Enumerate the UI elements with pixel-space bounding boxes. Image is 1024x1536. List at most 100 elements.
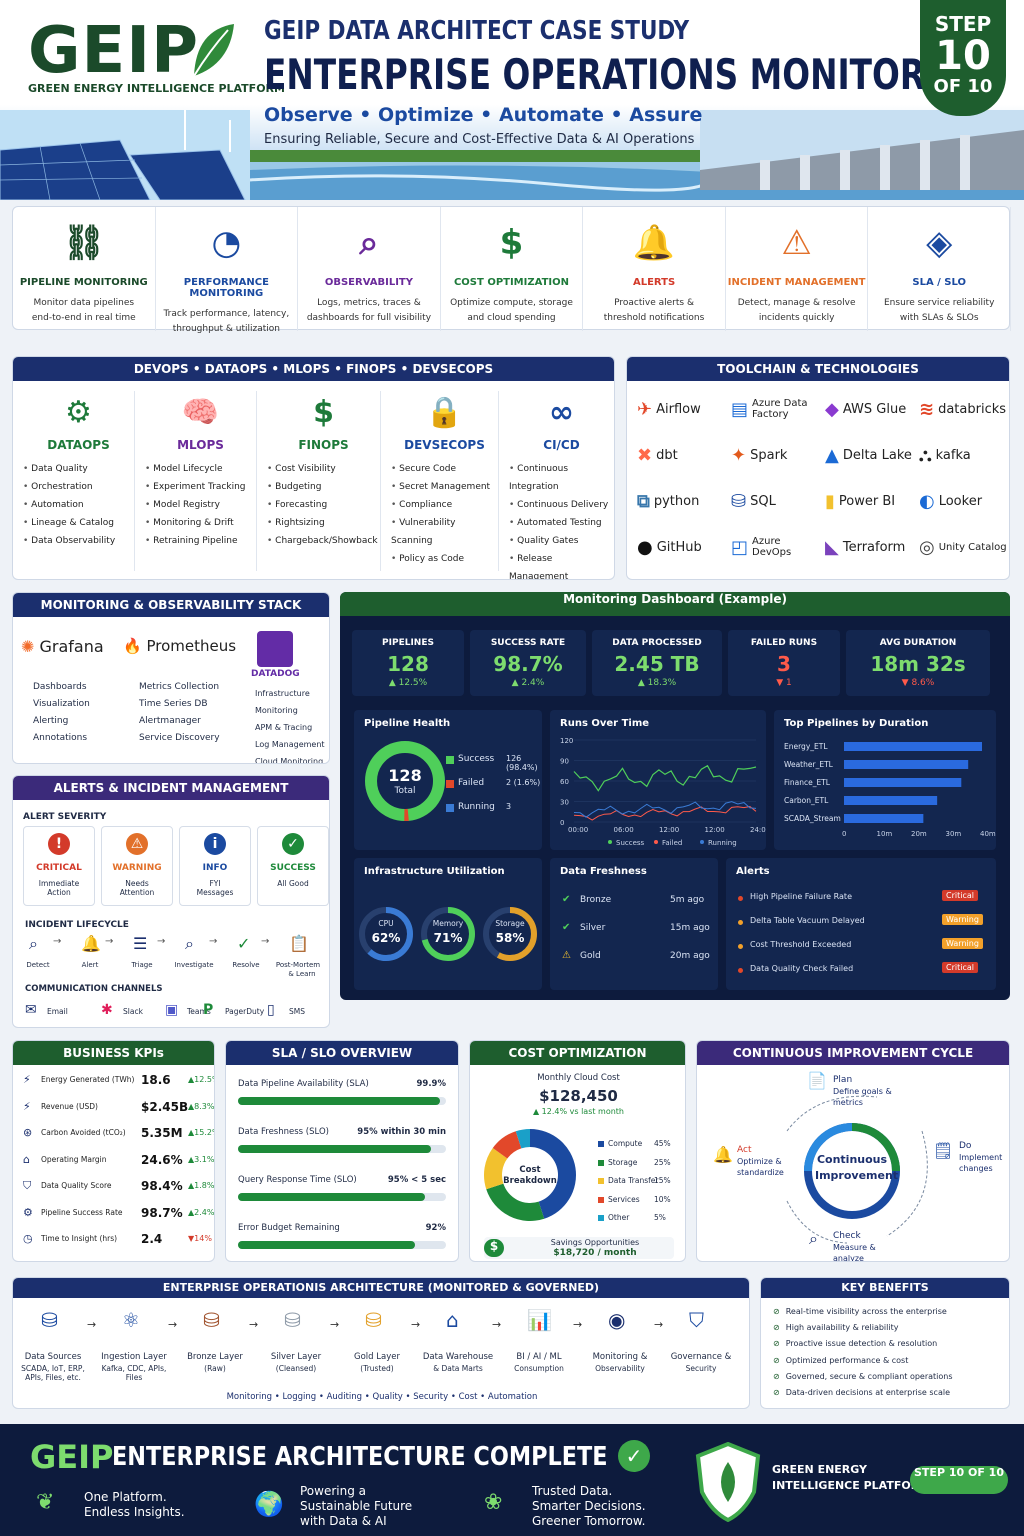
benefit-text: Optimized performance & cost xyxy=(785,1355,909,1365)
cost-legend-label: Storage xyxy=(608,1157,638,1167)
cycle-header: CONTINUOUS IMPROVEMENT CYCLE xyxy=(697,1041,1009,1065)
top-pipeline-name: Weather_ETL xyxy=(784,760,834,769)
pillar-icon-5: ⚠ xyxy=(781,223,812,263)
alert-badge: Warning xyxy=(942,938,983,949)
grafana-icon: ✺ xyxy=(21,637,35,656)
infra-label: Storage xyxy=(495,919,525,928)
health-swatch xyxy=(446,804,454,812)
kpi-change: ▲ 18.3% xyxy=(637,678,677,688)
benefit-text: Proactive issue detection & resolution xyxy=(785,1339,938,1349)
arch-node: Data Warehouse & Data Marts xyxy=(422,1352,494,1373)
tool-icon-12: ● xyxy=(637,536,653,558)
cost-legend-swatch xyxy=(598,1141,604,1147)
lifecycle-arrow: → xyxy=(157,936,166,947)
stack-feature: Time Series DB xyxy=(139,699,208,709)
arch-node: Governance & Security xyxy=(665,1352,737,1373)
severity-desc-2: Messages xyxy=(196,888,234,897)
top-pipeline-bar xyxy=(844,796,938,805)
top-x-tick: 0 xyxy=(842,830,846,838)
runs-legend-label: Running xyxy=(708,839,737,847)
plan-title: Plan xyxy=(833,1075,853,1085)
tool-label: python xyxy=(653,493,700,509)
devops-item: Automation xyxy=(23,496,134,514)
kpi-value: 2.45 TB xyxy=(614,652,700,676)
alert-dot xyxy=(738,896,743,901)
tool-spark: ✦ Spark xyxy=(731,435,821,475)
infra-title: Infrastructure Utilization xyxy=(364,866,505,877)
arch-arrow: → xyxy=(330,1318,340,1331)
tool-label: Looker xyxy=(938,493,983,509)
act-title: Act xyxy=(737,1145,752,1155)
sla-metric: Error Budget Remaining xyxy=(238,1223,340,1233)
savings-value: $18,720 / month xyxy=(553,1248,637,1258)
devops-item: Rightsizing xyxy=(267,514,380,532)
severity-desc-1: All Good xyxy=(277,879,309,888)
biz-icon-0: ⚡ xyxy=(23,1073,31,1086)
health-value: 2 (1.6%) xyxy=(506,778,541,787)
severity-desc-1: FYI xyxy=(209,879,221,888)
devops-item: Policy as Code xyxy=(391,550,498,568)
devops-item: Lineage & Catalog xyxy=(23,514,134,532)
health-total-label: Total xyxy=(394,786,416,796)
pillar-icon-4: 🔔 xyxy=(632,223,676,263)
tool-label: Terraform xyxy=(842,539,906,555)
biz-icon-5: ⚙ xyxy=(23,1205,33,1219)
pillar-desc-2: threshold notifications xyxy=(603,313,705,323)
top-pipeline-bar xyxy=(844,814,924,823)
devops-col-title: FINOPS xyxy=(298,438,349,452)
footer-geip: GEIP xyxy=(30,1438,114,1476)
cost-label: Monthly Cloud Cost xyxy=(537,1073,620,1083)
tool-looker: ◐ Looker xyxy=(919,481,1009,521)
severity-icon: ✓ xyxy=(282,833,304,855)
top-pipeline-name: SCADA_Stream xyxy=(784,814,841,823)
arch-node: Gold Layer (Trusted) xyxy=(341,1352,413,1373)
pillar-desc: Monitor data pipelines end-to-end in real… xyxy=(13,296,155,326)
biz-kpi-change: ▲12.5% xyxy=(188,1075,214,1084)
pillar-title: ALERTS xyxy=(632,277,676,288)
infra-label: Memory xyxy=(433,919,464,928)
cost-legend-value: 10% xyxy=(654,1194,671,1204)
devops-icon-2: $ xyxy=(313,395,334,430)
alert-badge: Critical xyxy=(942,890,978,901)
kpi-change: ▲ 2.4% xyxy=(511,678,545,688)
alerts-incident-panel: ALERTS & INCIDENT MANAGEMENT ALERT SEVER… xyxy=(12,775,330,1028)
devops-item: Experiment Tracking xyxy=(145,478,256,496)
channel-icon-slack: ✱ xyxy=(101,1002,113,1018)
devops-item: Model Lifecycle xyxy=(145,460,256,478)
severity-name: WARNING xyxy=(112,863,162,873)
biz-kpi-change: ▲3.1% xyxy=(188,1154,215,1164)
health-swatch xyxy=(446,780,454,788)
tool-aws-glue: ◆ AWS Glue xyxy=(825,389,915,429)
sla-panel: SLA / SLO OVERVIEW Data Pipeline Availab… xyxy=(225,1040,459,1262)
warning-icon: ⚠ xyxy=(562,950,571,961)
freshness-title: Data Freshness xyxy=(560,866,647,877)
freshness-layer: Bronze xyxy=(580,895,612,905)
kpi-change: ▼ 1 xyxy=(776,678,792,688)
toolchain-header: TOOLCHAIN & TECHNOLOGIES xyxy=(627,357,1009,381)
pillar-desc-1: Optimize compute, storage xyxy=(450,298,573,308)
devops-col-title: MLOPS xyxy=(177,438,224,452)
pillar-2: ⌕ OBSERVABILITY Logs, metrics, traces & das… xyxy=(298,207,441,331)
biz-kpi-name: Carbon Avoided (tCO₂) xyxy=(41,1128,126,1137)
severity-success: ✓ SUCCESS All Good xyxy=(257,826,329,906)
benefit-text: Real-time visibility across the enterpri… xyxy=(785,1307,947,1316)
arch-icon-5: ⌂ xyxy=(446,1308,459,1332)
top-x-tick: 20m xyxy=(911,830,927,838)
kpi-card-data-processed: DATA PROCESSED 2.45 TB ▲ 18.3% xyxy=(592,630,722,696)
arch-node-desc: (Cleansed) xyxy=(275,1364,317,1373)
plant-icon: ❀ xyxy=(484,1490,503,1515)
brand-line-2: INTELLIGENCE PLATFORM xyxy=(772,1479,931,1492)
check-circle-icon: ⊘ xyxy=(773,1355,780,1365)
freshness-age: 20m ago xyxy=(670,951,710,961)
biz-kpi-name: Data Quality Score xyxy=(41,1181,112,1190)
alert-dot xyxy=(738,968,743,973)
arch-node-desc: Security xyxy=(685,1364,717,1373)
datadog-features: Infrastructure Monitoring APM & Tracing Lo… xyxy=(247,685,329,763)
biz-icon-4: ⛉ xyxy=(23,1179,32,1192)
globe-icon: 🌍 xyxy=(254,1490,284,1518)
arch-node-desc: Kafka, CDC, APIs, Files xyxy=(101,1364,167,1382)
improvement-cycle-panel: CONTINUOUS IMPROVEMENT CYCLE Continuous … xyxy=(696,1040,1010,1262)
devops-item: Data Quality xyxy=(23,460,134,478)
tool-icon-4: ✖ xyxy=(637,444,653,466)
pillar-desc: Logs, metrics, traces & dashboards for fu… xyxy=(298,296,440,326)
